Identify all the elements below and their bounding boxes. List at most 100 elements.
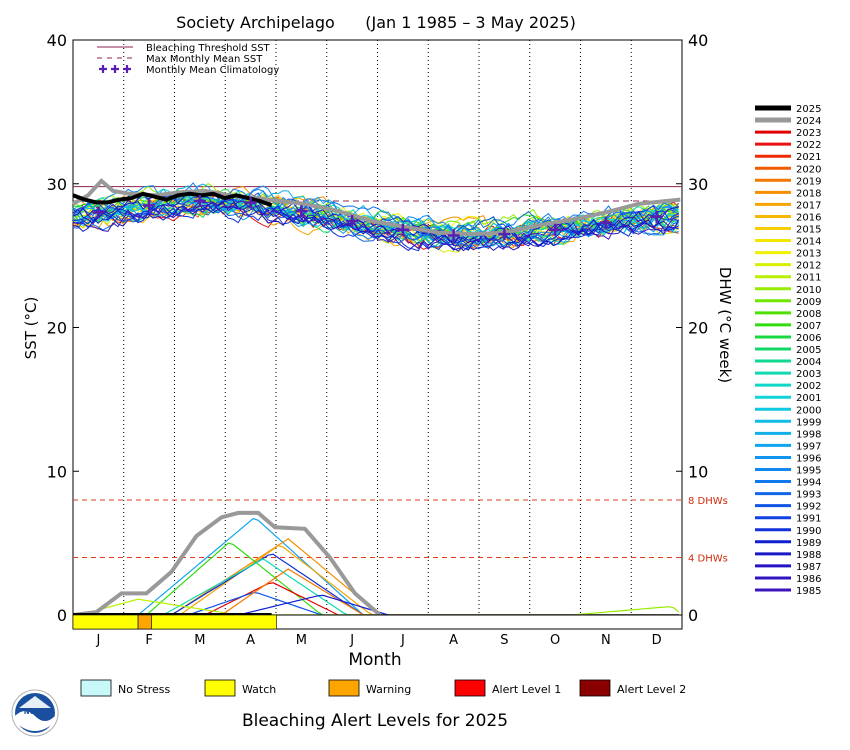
dhw-line-2024 (72, 510, 382, 617)
climatology-cross (599, 216, 612, 229)
year-legend-label: 2000 (796, 405, 821, 416)
reference-legend-label: Monthly Mean Climatology (146, 65, 279, 76)
logo-text: NOAA (24, 708, 47, 716)
year-legend-label: 2004 (796, 357, 821, 368)
alert-level-legend: No Stress Watch Warning Alert Level 1 Alert … (80, 679, 686, 697)
dhw-reference-label: 8 DHWs (688, 496, 728, 507)
y-tick-label-left: 30 (47, 175, 67, 194)
climatology-cross (549, 223, 562, 236)
year-legend-label: 1993 (796, 490, 821, 501)
year-legend-label: 1987 (796, 562, 821, 573)
climatology-cross (244, 196, 257, 209)
climatology-cross (143, 199, 156, 212)
alert-segment-watch (151, 614, 277, 630)
year-legend-label: 2015 (796, 225, 821, 236)
year-legend-label: 1997 (796, 441, 821, 452)
year-legend-label: 1985 (796, 586, 821, 597)
year-legend-label: 2018 (796, 188, 821, 199)
year-legend-label: 1992 (796, 502, 821, 513)
y-axis-ticks: 0 0 10 10 20 20 30 30 40 40 (47, 31, 709, 625)
x-tick-label: M (296, 633, 307, 648)
climatology-cross (92, 206, 105, 219)
year-legend-label: 1996 (796, 453, 821, 464)
y-tick-label-right: 20 (688, 319, 708, 338)
y-axis-label-left: SST (°C) (22, 297, 40, 360)
year-legend-label: 1995 (796, 466, 821, 477)
year-legend-label: 2024 (796, 116, 821, 127)
reference-legend-label: Max Monthly Mean SST (146, 54, 263, 65)
year-legend-label: 2011 (796, 273, 821, 284)
y-tick-label-right: 40 (688, 31, 708, 50)
alert-segment-watch (72, 614, 139, 630)
year-legend-label: 2013 (796, 249, 821, 260)
climatology-cross (396, 223, 409, 236)
climatology-cross (346, 215, 359, 228)
reference-legend-label: Bleaching Threshold SST (146, 43, 271, 54)
x-tick-label: D (652, 633, 662, 648)
dhw-reference-label: 4 DHWs (688, 554, 728, 565)
chart-title: Society Archipelago (Jan 1 1985 – 3 May … (176, 13, 576, 32)
x-tick-label: J (349, 633, 354, 648)
year-legend-label: 2012 (796, 261, 821, 272)
x-tick-label: M (194, 633, 205, 648)
climatology-cross (650, 210, 663, 223)
year-legend-label: 1986 (796, 574, 821, 585)
y-tick-label-right: 0 (688, 606, 698, 625)
year-legend-label: 2003 (796, 369, 821, 380)
alert-legend-swatch (328, 679, 360, 697)
year-legend-label: 2002 (796, 381, 821, 392)
x-tick-label: J (400, 633, 405, 648)
x-tick-label: S (500, 633, 508, 648)
year-legend-label: 1998 (796, 429, 821, 440)
y-tick-label-right: 30 (688, 175, 708, 194)
sst-line-1989 (72, 201, 679, 251)
alert-legend-swatch (80, 679, 112, 697)
year-legend-label: 2016 (796, 212, 821, 223)
y-tick-label-left: 40 (47, 31, 67, 50)
noaa-logo: NOAA (11, 689, 59, 737)
year-legend-label: 2019 (796, 176, 821, 187)
alert-legend-label: No Stress (118, 683, 171, 696)
x-tick-label: O (550, 633, 560, 648)
y-tick-label-right: 10 (688, 462, 708, 481)
year-legend-label: 2014 (796, 237, 821, 248)
year-legend-label: 1989 (796, 538, 821, 549)
year-legend-label: 1999 (796, 417, 821, 428)
alert-legend-label: Warning (366, 683, 411, 696)
sst-line-2024 (72, 178, 681, 237)
climatology-cross (295, 205, 308, 218)
year-legend-label: 2020 (796, 164, 821, 175)
year-legend-label: 2009 (796, 297, 821, 308)
alert-segment-warning (137, 614, 152, 630)
alert-legend-swatch (454, 679, 486, 697)
climatology-cross (447, 229, 460, 242)
climatology-cross (498, 228, 511, 241)
bird-icon (19, 696, 51, 708)
plot-area (72, 39, 683, 616)
x-tick-label: F (145, 633, 152, 648)
year-legend-label: 2025 (796, 104, 821, 115)
sst-line-1986 (72, 191, 679, 246)
x-tick-label: A (246, 633, 255, 648)
y-tick-label-left: 10 (47, 462, 67, 481)
alert-legend-label: Alert Level 1 (492, 683, 561, 696)
sst-line-1985 (72, 200, 679, 252)
year-legend-label: 2017 (796, 200, 821, 211)
alert-legend-swatch (579, 679, 611, 697)
y-tick-label-left: 20 (47, 319, 67, 338)
y-axis-label-right: DHW (°C week) (716, 267, 734, 383)
year-legend-label: 2023 (796, 128, 821, 139)
year-legend-label: 2007 (796, 321, 821, 332)
climatology-markers (92, 195, 663, 242)
year-legend-label: 2008 (796, 309, 821, 320)
x-tick-label: N (601, 633, 611, 648)
year-legend-label: 2005 (796, 345, 821, 356)
x-tick-label: J (95, 633, 100, 648)
wave-icon (15, 711, 55, 731)
alert-level-bar (72, 614, 683, 630)
alert-legend-label: Watch (242, 683, 276, 696)
year-legend-label: 2022 (796, 140, 821, 151)
x-axis-label: Month (348, 650, 401, 670)
